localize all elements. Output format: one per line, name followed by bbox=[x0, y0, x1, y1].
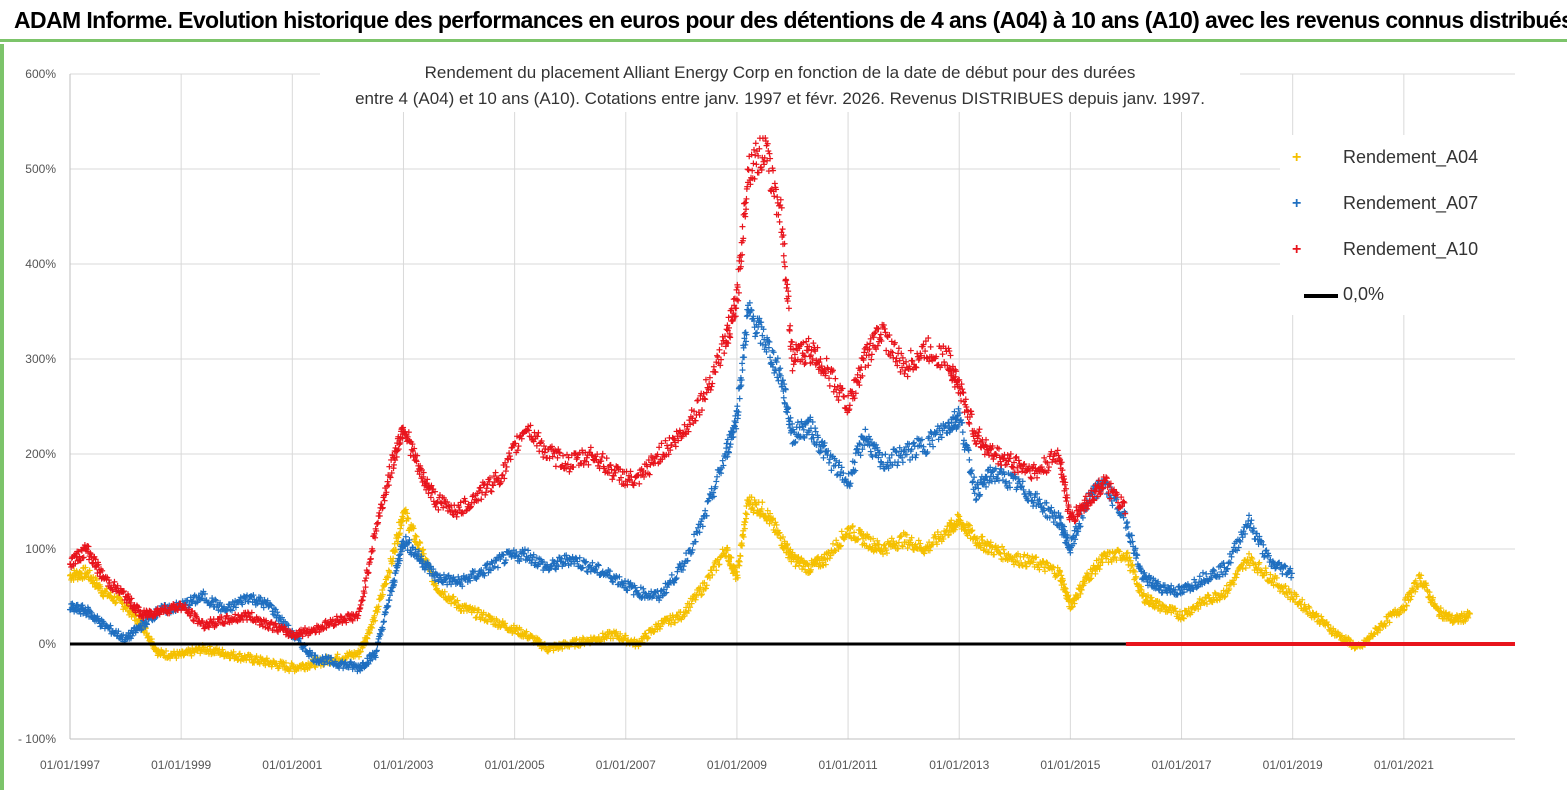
series-rendement_a04 bbox=[67, 494, 1473, 674]
point-rendement_a04-37-5 bbox=[792, 563, 798, 569]
point-rendement_a04-42-4 bbox=[882, 542, 888, 548]
point-rendement_a04-33-25 bbox=[744, 511, 750, 517]
point-rendement_a04-45-25 bbox=[955, 512, 961, 518]
point-rendement_a04-39-9 bbox=[830, 541, 836, 547]
points bbox=[67, 135, 1473, 674]
point-rendement_a04-39-20 bbox=[839, 528, 845, 534]
point-rendement_a04-50-10 bbox=[1042, 568, 1048, 574]
point-rendement_a04-33-22 bbox=[743, 510, 749, 516]
point-rendement_a04-47-11 bbox=[979, 534, 985, 540]
point-rendement_a04-17-20 bbox=[412, 533, 418, 539]
point-rendement_a04-34-24 bbox=[759, 499, 765, 505]
point-rendement_a04-16-20 bbox=[397, 526, 403, 532]
